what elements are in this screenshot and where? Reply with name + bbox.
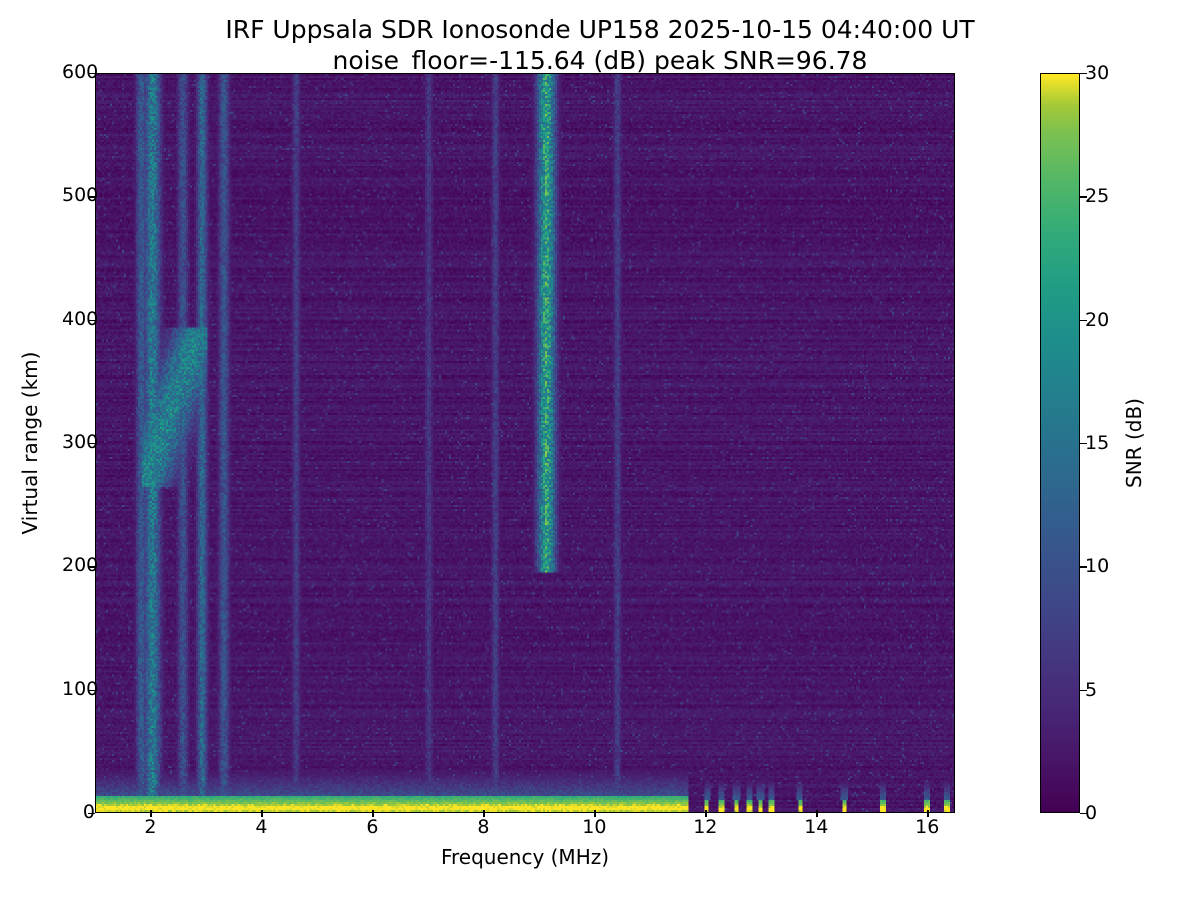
colorbar-tick-label: 15: [1085, 432, 1109, 454]
chart-title-line1: IRF Uppsala SDR Ionosonde UP158 2025-10-…: [0, 14, 1200, 45]
colorbar-tick-label: 10: [1085, 555, 1109, 577]
y-axis-tick-mark: [88, 443, 95, 444]
y-axis-tick-mark: [88, 320, 95, 321]
chart-title-line2: noise_floor=-115.64 (dB) peak SNR=96.78: [0, 45, 1200, 76]
ionogram-heatmap[interactable]: [95, 73, 955, 813]
y-axis-tick-mark: [88, 73, 95, 74]
x-axis-tick-label: 14: [804, 816, 828, 838]
colorbar[interactable]: [1040, 73, 1080, 813]
colorbar-tick-label: 20: [1085, 309, 1109, 331]
x-axis-tick-label: 6: [366, 816, 378, 838]
colorbar-tick-label: 30: [1085, 62, 1109, 84]
y-axis-tick-label: 300: [62, 431, 95, 453]
colorbar-tick-label: 25: [1085, 185, 1109, 207]
colorbar-tick-mark: [1080, 73, 1087, 74]
y-axis-tick-mark: [88, 196, 95, 197]
x-axis-tick-mark: [150, 810, 151, 817]
y-axis-tick-label: 400: [62, 308, 95, 330]
y-axis-tick-label: 200: [62, 554, 95, 576]
x-axis-tick-mark: [483, 810, 484, 817]
ionogram-page: IRF Uppsala SDR Ionosonde UP158 2025-10-…: [0, 0, 1200, 900]
x-axis-tick-label: 8: [477, 816, 489, 838]
colorbar-axis-label: SNR (dB): [1122, 398, 1146, 488]
x-axis-tick-mark: [927, 810, 928, 817]
y-axis-tick-label: 600: [62, 61, 95, 83]
y-axis-tick-label: 0: [62, 801, 95, 823]
x-axis-tick-mark: [705, 810, 706, 817]
colorbar-tick-mark: [1080, 443, 1087, 444]
y-axis-tick-mark: [88, 813, 95, 814]
colorbar-tick-mark: [1080, 690, 1087, 691]
x-axis-tick-label: 4: [255, 816, 267, 838]
x-axis-tick-label: 2: [144, 816, 156, 838]
x-axis-tick-label: 16: [915, 816, 939, 838]
colorbar-tick-mark: [1080, 566, 1087, 567]
x-axis-tick-mark: [594, 810, 595, 817]
x-axis-tick-mark: [372, 810, 373, 817]
x-axis-label: Frequency (MHz): [95, 845, 955, 869]
y-axis-tick-label: 100: [62, 678, 95, 700]
x-axis-tick-label: 12: [693, 816, 717, 838]
colorbar-tick-mark: [1080, 196, 1087, 197]
x-axis-tick-mark: [261, 810, 262, 817]
x-axis-tick-label: 10: [582, 816, 606, 838]
colorbar-tick-mark: [1080, 813, 1087, 814]
y-axis-tick-label: 500: [62, 184, 95, 206]
chart-title-block: IRF Uppsala SDR Ionosonde UP158 2025-10-…: [0, 14, 1200, 77]
y-axis-tick-mark: [88, 690, 95, 691]
y-axis-tick-mark: [88, 566, 95, 567]
y-axis-label: Virtual range (km): [18, 352, 42, 535]
x-axis-tick-mark: [816, 810, 817, 817]
colorbar-tick-mark: [1080, 320, 1087, 321]
